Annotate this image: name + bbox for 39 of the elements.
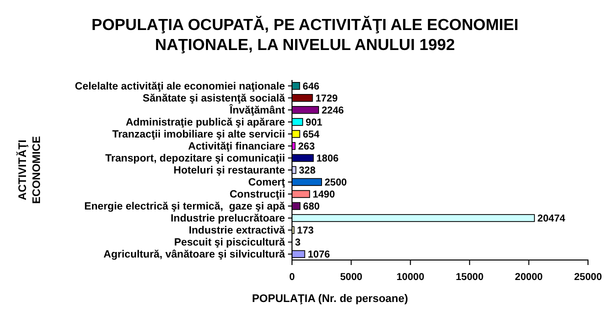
y-tick-label: Pescuit şi piscicultură	[174, 236, 286, 248]
data-label: 3	[295, 238, 302, 249]
y-tick-label: Tranzacţii imobiliare şi alte servicii	[112, 128, 286, 140]
x-tick-label: 10000	[396, 272, 425, 283]
y-tick-label: Agricultură, vânătoare şi silvicultură	[104, 248, 286, 260]
data-label: 2500	[324, 178, 348, 189]
y-tick-label: Celelalte activităţi ale economiei naţionale	[74, 80, 286, 92]
data-label: 20474	[537, 214, 566, 225]
x-tick-label: 5000	[340, 272, 363, 283]
y-tick-label: Industrie extractivă	[188, 224, 286, 236]
x-tick-label: 15000	[456, 272, 484, 283]
y-tick-label: Sănătate şi asistenţă socială	[142, 92, 286, 104]
y-tick-label: Activităţi financiare	[188, 140, 286, 152]
y-tick-label: Învăţământ	[228, 103, 286, 116]
x-tick-label: 20000	[514, 272, 544, 283]
chart-title: POPULAŢIA OCUPATĂ, PE ACTIVITĂŢI ALE ECONOMIEI NAŢIONALE, LA NIVELUL ANULUI 1992	[92, 15, 518, 54]
data-label: 2246	[322, 105, 344, 116]
y-tick-label: Administraţie publică şi apărare	[126, 116, 286, 128]
x-tick-label: 25000	[574, 272, 602, 283]
data-label: 1076	[308, 250, 330, 261]
data-label: 654	[302, 129, 320, 140]
y-tick-label: Hoteluri şi restaurante	[174, 164, 286, 176]
y-tick-label: Transport, depozitare şi comunicaţii	[105, 152, 286, 164]
y-tick-label: Comerţ	[248, 176, 286, 188]
y-tick-label: Energie electrică şi termică, gaze şi apă	[84, 200, 286, 212]
x-tick-label: 0	[289, 272, 296, 283]
y-axis-title: ACTIVITĂŢI ECONOMICE	[16, 136, 43, 204]
y-tick-label: Industrie prelucrătoare	[170, 212, 286, 224]
y-tick-label: Construcţii	[230, 188, 286, 200]
data-label: 263	[298, 141, 316, 152]
data-label: 646	[302, 81, 320, 92]
data-label: 1729	[315, 93, 338, 104]
data-label: 901	[306, 117, 323, 128]
data-label: 1806	[316, 153, 340, 164]
data-label: 173	[297, 226, 314, 237]
data-label: 328	[298, 166, 316, 176]
x-axis-title: POPULAŢIA (Nr. de persoane)	[252, 293, 408, 305]
data-label: 1490	[312, 190, 336, 201]
data-label: 680	[303, 202, 320, 213]
